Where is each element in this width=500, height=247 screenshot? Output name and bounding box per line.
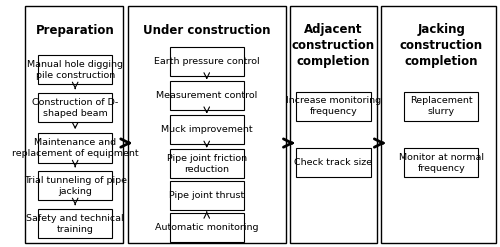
Text: Monitor at normal
frequency: Monitor at normal frequency: [398, 153, 484, 173]
FancyBboxPatch shape: [38, 133, 112, 163]
Text: Earth pressure control: Earth pressure control: [154, 57, 260, 66]
Text: Under construction: Under construction: [143, 24, 270, 37]
FancyBboxPatch shape: [38, 171, 112, 200]
FancyBboxPatch shape: [404, 148, 478, 177]
FancyBboxPatch shape: [290, 6, 376, 243]
FancyBboxPatch shape: [170, 149, 244, 178]
FancyBboxPatch shape: [38, 93, 112, 122]
FancyBboxPatch shape: [170, 181, 244, 210]
FancyBboxPatch shape: [404, 92, 478, 121]
FancyBboxPatch shape: [170, 47, 244, 76]
FancyBboxPatch shape: [170, 115, 244, 144]
Text: Check track size: Check track size: [294, 158, 372, 167]
Text: Pipe joint friction
reduction: Pipe joint friction reduction: [166, 154, 247, 174]
Text: Safety and technical
training: Safety and technical training: [26, 214, 124, 234]
Text: Pipe joint thrust: Pipe joint thrust: [169, 191, 244, 200]
Text: Manual hole digging
pile construction: Manual hole digging pile construction: [27, 60, 123, 80]
FancyBboxPatch shape: [38, 55, 112, 84]
Text: Measurement control: Measurement control: [156, 91, 258, 100]
FancyBboxPatch shape: [170, 213, 244, 242]
FancyBboxPatch shape: [25, 6, 123, 243]
Text: Replacement
slurry: Replacement slurry: [410, 96, 472, 116]
Text: Increase monitoring
frequency: Increase monitoring frequency: [286, 96, 381, 116]
Text: Automatic monitoring: Automatic monitoring: [155, 223, 258, 232]
FancyBboxPatch shape: [38, 209, 112, 238]
Text: Trial tunneling of pipe
jacking: Trial tunneling of pipe jacking: [24, 176, 127, 196]
Text: Adjacent
construction
completion: Adjacent construction completion: [292, 23, 375, 68]
Text: Construction of D-
shaped beam: Construction of D- shaped beam: [32, 98, 118, 118]
Text: Preparation: Preparation: [36, 24, 115, 37]
Text: Maintenance and
replacement of equipment: Maintenance and replacement of equipment: [12, 138, 138, 158]
Text: Muck improvement: Muck improvement: [161, 125, 252, 134]
FancyBboxPatch shape: [128, 6, 286, 243]
FancyBboxPatch shape: [170, 81, 244, 110]
FancyBboxPatch shape: [296, 92, 370, 121]
FancyBboxPatch shape: [382, 6, 496, 243]
Text: Jacking
construction
completion: Jacking construction completion: [400, 23, 483, 68]
FancyBboxPatch shape: [296, 148, 370, 177]
